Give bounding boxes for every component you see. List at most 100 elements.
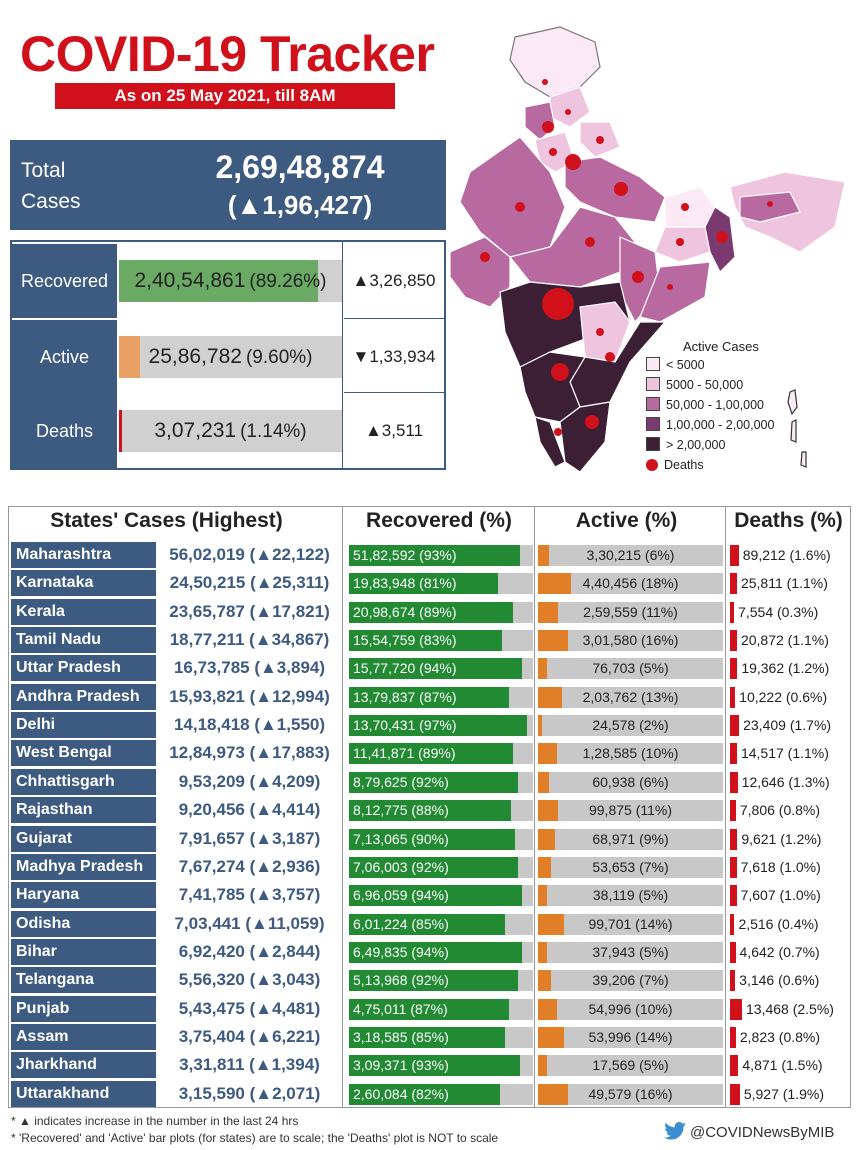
map-region-odisha (639, 261, 711, 323)
state-cases: 18,77,211 (▲34,867) (169, 630, 330, 650)
active-bar-fill (538, 771, 550, 793)
active-value: 3,01,580 (16%) (582, 632, 679, 649)
recovered-bar-fill (349, 1026, 506, 1048)
legend-label: 5000 - 50,000 (666, 378, 744, 392)
active-bar: 24,578 (2%) (538, 715, 723, 737)
recovered-value: 7,06,003 (92%) (353, 858, 449, 875)
deaths-bar (730, 545, 739, 566)
active-bar-fill (538, 573, 572, 595)
state-cases: 3,15,590 (▲2,071) (178, 1083, 321, 1103)
active-value: 99,875 (11%) (588, 802, 672, 819)
state-cases: 23,65,787 (▲17,821) (169, 601, 330, 621)
death-marker-tamil-nadu (585, 415, 599, 429)
active-value: 17,569 (5%) (592, 1057, 669, 1074)
deaths-value: 7,806 (0.8%) (739, 802, 821, 819)
legend-item: < 5000 (646, 357, 705, 373)
recovered-value: 13,79,837 (87%) (353, 688, 457, 705)
recovered-bar: 15,54,759 (83%) (349, 630, 533, 652)
active-value: 38,119 (5%) (592, 887, 669, 904)
summary-bar-fill (119, 260, 319, 302)
death-marker-assam (767, 201, 773, 207)
active-bar: 17,569 (5%) (538, 1055, 723, 1077)
recovered-bar-fill (349, 573, 499, 595)
death-marker-bihar (681, 203, 689, 211)
state-cases: 5,43,475 (▲4,481) (178, 998, 321, 1018)
recovered-bar: 15,77,720 (94%) (349, 658, 533, 680)
summary-delta-active: ▼1,33,934 (352, 347, 436, 366)
page-title: COVID-19 Tracker (20, 26, 435, 82)
active-bar: 3,30,215 (6%) (538, 545, 723, 566)
active-bar: 37,943 (5%) (538, 941, 723, 963)
header-states: States' Cases (Highest) (50, 509, 283, 532)
active-bar: 54,996 (10%) (538, 998, 723, 1020)
deaths-value: 7,554 (0.3%) (738, 603, 819, 620)
active-value: 54,996 (10%) (588, 1000, 673, 1017)
death-marker-chhattisgarh (632, 271, 644, 283)
header-active: Active (%) (575, 509, 678, 532)
twitter-bird-icon (664, 1122, 686, 1140)
active-bar: 53,996 (14%) (538, 1026, 723, 1048)
table-row: Bihar 6,92,420 (▲2,844) 6,49,835 (94%) 37,9… (9, 938, 852, 966)
death-marker-jharkhand (676, 238, 684, 246)
state-name: Rajasthan (11, 797, 156, 824)
table-row: Delhi 14,18,418 (▲1,550) 13,70,431 (97%) 24… (9, 711, 852, 739)
map-legend-title: Active Cases (683, 339, 759, 354)
state-cases: 9,20,456 (▲4,414) (178, 800, 321, 820)
active-value: 4,40,456 (18%) (582, 575, 679, 592)
summary-value: 2,40,54,861 (89.26%) (119, 260, 342, 303)
death-marker-telangana (596, 328, 604, 336)
state-name: Telangana (11, 967, 156, 994)
active-bar-fill (538, 1055, 548, 1077)
legend-item: 5000 - 50,000 (646, 377, 743, 393)
state-name: Kerala (11, 598, 156, 625)
active-value: 53,996 (14%) (588, 1028, 673, 1045)
recovered-value: 13,70,431 (97%) (353, 717, 457, 734)
twitter-handle[interactable]: @COVIDNewsByMIB (664, 1122, 834, 1141)
recovered-value: 15,54,759 (83%) (353, 632, 457, 649)
table-row: Gujarat 7,91,657 (▲3,187) 7,13,065 (90%) 68… (9, 825, 852, 853)
death-marker-odisha (667, 284, 673, 290)
table-row: Andhra Pradesh 15,93,821 (▲12,994) 13,79,8… (9, 683, 852, 711)
death-marker-gujarat (480, 252, 490, 262)
active-bar: 2,03,762 (13%) (538, 686, 723, 708)
header-deaths: Deaths (%) (734, 509, 843, 532)
table-row: Telangana 5,56,320 (▲3,043) 5,13,968 (92%)… (9, 966, 852, 994)
death-marker-jammu-kashmir (542, 79, 548, 85)
recovered-bar-fill (349, 601, 513, 623)
state-cases: 6,92,420 (▲2,844) (178, 941, 321, 961)
legend-label: Deaths (664, 458, 704, 472)
recovered-bar-fill (349, 1083, 500, 1105)
legend-label: 1,00,000 - 2,00,000 (666, 418, 775, 432)
death-marker-uttarakhand (596, 136, 604, 144)
legend-swatch (646, 357, 660, 371)
active-value: 60,938 (6%) (592, 773, 669, 790)
deaths-bar (730, 686, 736, 708)
deaths-bar (730, 771, 738, 793)
table-row: Maharashtra 56,02,019 (▲22,122) 51,82,592 … (9, 541, 852, 569)
active-bar-fill (538, 828, 555, 850)
deaths-bar (730, 941, 736, 963)
active-value: 2,03,762 (13%) (582, 688, 679, 705)
death-marker-punjab (542, 121, 554, 133)
state-name: Haryana (11, 882, 156, 909)
recovered-bar: 19,83,948 (81%) (349, 573, 533, 595)
recovered-value: 8,79,625 (92%) (353, 773, 449, 790)
active-bar: 99,875 (11%) (538, 800, 723, 822)
legend-swatch (646, 437, 660, 451)
table-row: Tamil Nadu 18,77,211 (▲34,867) 15,54,759 (… (9, 626, 852, 654)
table-row: West Bengal 12,84,973 (▲17,883) 11,41,871 … (9, 739, 852, 767)
death-marker-haryana (549, 148, 557, 156)
state-name: Assam (11, 1023, 156, 1050)
legend-label: 50,000 - 1,00,000 (666, 398, 764, 412)
deaths-bar (730, 658, 738, 680)
active-bar-fill (538, 998, 557, 1020)
active-bar-fill (538, 885, 548, 907)
summary-label-active: Active (12, 320, 117, 394)
active-bar-fill (538, 970, 551, 992)
active-bar: 68,971 (9%) (538, 828, 723, 850)
recovered-bar-fill (349, 885, 522, 907)
recovered-bar: 6,01,224 (85%) (349, 913, 533, 935)
deaths-value: 9,621 (1.2%) (741, 830, 822, 847)
recovered-bar-fill (349, 658, 522, 680)
summary-divider (342, 242, 343, 468)
